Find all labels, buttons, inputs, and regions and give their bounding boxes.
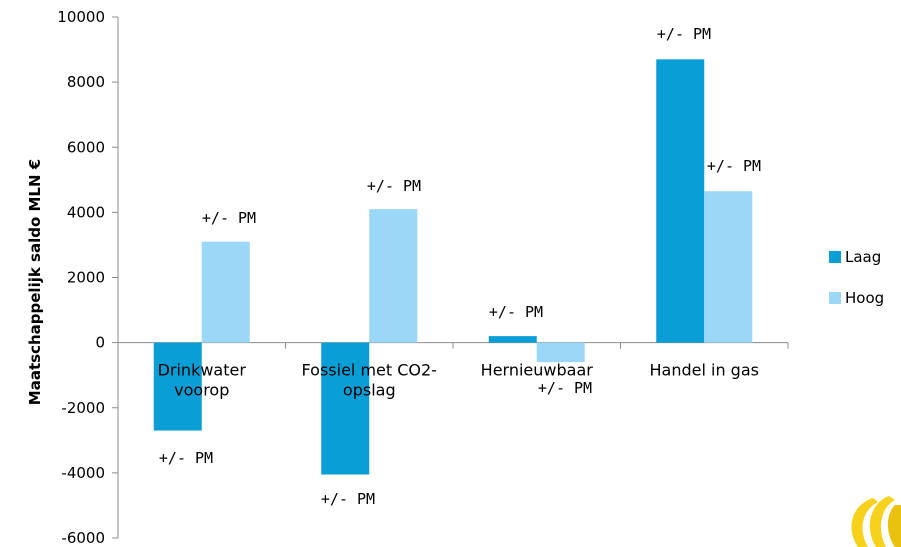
y-tick-label: 4000	[67, 203, 105, 221]
bar-hoog	[704, 191, 753, 343]
data-label: +/- PM	[159, 449, 213, 467]
x-category-label: voorop	[174, 381, 229, 400]
x-category-label: Handel in gas	[650, 361, 759, 380]
legend: Laag Hoog	[829, 248, 884, 307]
x-category-label: Hernieuwbaar	[481, 361, 594, 380]
legend-swatch-hoog	[829, 292, 841, 304]
legend-swatch-laag	[829, 251, 841, 263]
y-tick-label: -6000	[61, 529, 105, 547]
bar-laag	[153, 342, 202, 431]
bar-hoog	[369, 209, 418, 343]
x-category-label: Drinkwater	[158, 361, 247, 380]
data-label: +/- PM	[657, 25, 711, 43]
x-category-label: Fossiel met CO2-	[302, 361, 437, 380]
y-tick-label: 10000	[57, 8, 105, 26]
y-tick-label: 0	[95, 334, 105, 352]
data-label: +/- PM	[489, 303, 543, 321]
y-tick-label: 8000	[67, 73, 105, 91]
data-label: +/- PM	[707, 157, 761, 175]
y-tick-label: 2000	[67, 269, 105, 287]
data-label: +/- PM	[202, 209, 256, 227]
bar-laag	[488, 336, 537, 343]
y-tick-label: -4000	[61, 464, 105, 482]
bar-hoog	[536, 342, 585, 363]
bar-laag	[321, 342, 370, 475]
x-category-label: opslag	[343, 381, 396, 400]
y-axis-label: Maatschappelijk saldo MLN €	[26, 159, 44, 405]
yellow-crescent-logo	[851, 496, 901, 547]
bars	[153, 59, 753, 475]
bar-laag	[656, 59, 705, 343]
data-label: +/- PM	[321, 490, 375, 508]
data-label: +/- PM	[538, 379, 592, 397]
bar-hoog	[201, 241, 250, 343]
data-label: +/- PM	[367, 177, 421, 195]
legend-label-hoog: Hoog	[845, 289, 884, 307]
y-tick-label: -2000	[61, 399, 105, 417]
y-tick-label: 6000	[67, 138, 105, 156]
legend-label-laag: Laag	[845, 248, 881, 266]
